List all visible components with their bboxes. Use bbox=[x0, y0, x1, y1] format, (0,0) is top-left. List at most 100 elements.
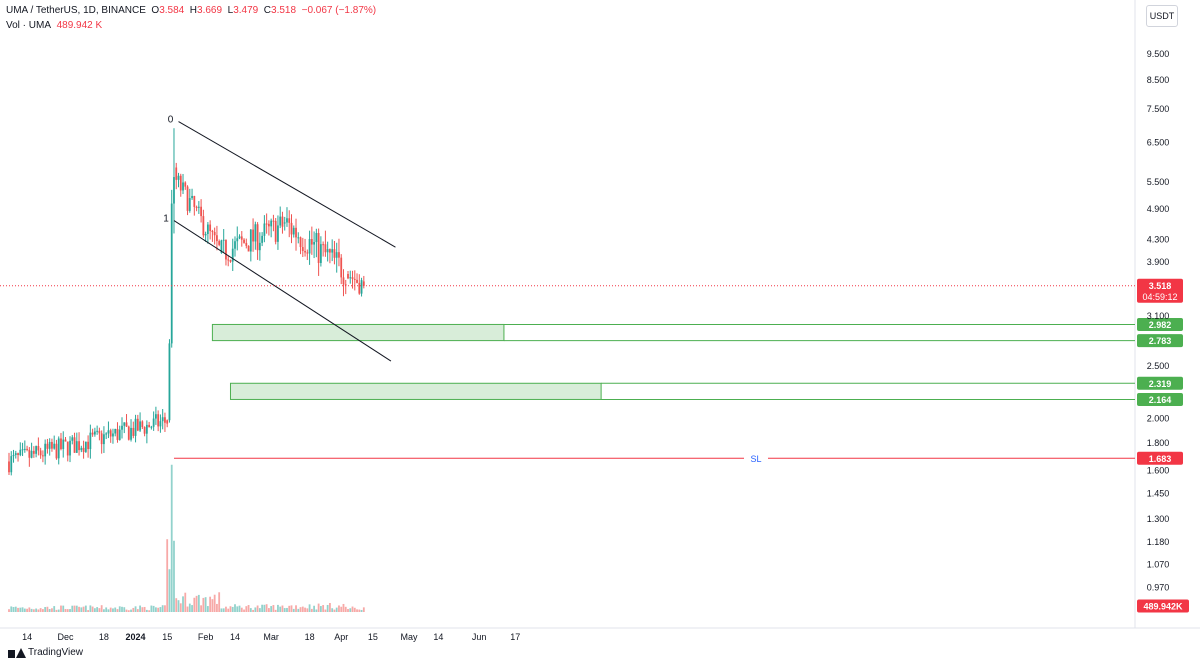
stop-loss-label: SL bbox=[750, 454, 761, 464]
volume-bar bbox=[209, 596, 212, 612]
open-value: 3.584 bbox=[159, 5, 185, 16]
volume-bar bbox=[80, 607, 83, 612]
candle-body bbox=[98, 430, 101, 434]
candle-body bbox=[96, 430, 99, 432]
close-value: 3.518 bbox=[271, 5, 297, 16]
candle-body bbox=[340, 257, 343, 278]
candle-body bbox=[175, 167, 178, 180]
candle-body bbox=[295, 227, 297, 238]
candle-body bbox=[164, 417, 166, 423]
volume-bar bbox=[227, 608, 230, 612]
volume-bar bbox=[107, 609, 110, 612]
volume-bar bbox=[222, 608, 225, 612]
candle-body bbox=[209, 224, 212, 231]
volume-bar bbox=[73, 605, 76, 612]
candle-body bbox=[152, 418, 155, 427]
volume-bar bbox=[211, 599, 214, 612]
volume-bar bbox=[200, 605, 202, 612]
tradingview-wordmark: TradingView bbox=[28, 647, 84, 658]
volume-bar bbox=[82, 606, 85, 612]
volume-bar bbox=[84, 605, 87, 612]
time-axis[interactable]: 14 Dec 18 2024 15 Feb 14 Mar 18 Apr 15 May 14 Jun 17 bbox=[22, 632, 520, 642]
volume-bar bbox=[202, 597, 205, 612]
candle-body bbox=[37, 446, 40, 451]
price-axis[interactable]: 9.500 8.500 7.500 6.500 5.500 4.900 4.300 3.900… bbox=[1147, 49, 1170, 593]
zone-high-price-tag-text: 2.319 bbox=[1149, 379, 1172, 389]
price-tick-label: 0.970 bbox=[1147, 583, 1170, 593]
candle-body bbox=[297, 237, 300, 239]
price-tick-label: 7.500 bbox=[1147, 104, 1170, 114]
volume-bar bbox=[362, 607, 365, 612]
candle-body bbox=[240, 236, 243, 240]
symbol-title[interactable]: UMA / TetherUS, 1D, BINANCE bbox=[6, 5, 146, 16]
volume-bar bbox=[340, 606, 343, 612]
volume-bar bbox=[66, 609, 69, 612]
candle-body bbox=[362, 281, 365, 286]
volume-bar bbox=[295, 605, 297, 612]
volume-bar bbox=[195, 595, 198, 612]
candle-body bbox=[195, 206, 198, 208]
candle-body bbox=[155, 414, 157, 419]
candle-body bbox=[319, 244, 322, 263]
price-tick-label: 5.500 bbox=[1147, 177, 1170, 187]
candle-body bbox=[118, 429, 121, 440]
support-zone bbox=[229, 382, 602, 400]
legend-volume[interactable]: Vol · UMA 489.942 K bbox=[6, 20, 102, 31]
volume-bar bbox=[35, 608, 38, 612]
volume-bar bbox=[286, 607, 288, 612]
volume-bar bbox=[351, 606, 354, 612]
descending-channel[interactable]: 01 bbox=[163, 115, 396, 362]
candle-body bbox=[193, 195, 196, 207]
candle-body bbox=[360, 280, 363, 294]
volume-bar bbox=[261, 604, 264, 612]
volume-bar bbox=[48, 609, 51, 612]
time-tick-label: 18 bbox=[99, 632, 109, 642]
tradingview-logo[interactable]: TradingView bbox=[8, 647, 83, 658]
volume-bar bbox=[238, 605, 241, 612]
volume-bar bbox=[37, 609, 40, 612]
volume-bar bbox=[141, 607, 144, 612]
candle-body bbox=[347, 273, 349, 279]
candle-body bbox=[213, 232, 216, 236]
currency-button[interactable]: USDT bbox=[1146, 5, 1178, 27]
volume-bar bbox=[206, 606, 209, 612]
candle-body bbox=[331, 249, 334, 253]
volume-bar bbox=[308, 604, 311, 612]
volume-bar bbox=[331, 608, 334, 612]
volume-bar bbox=[220, 608, 223, 612]
volume-bar bbox=[46, 606, 49, 612]
candle-body bbox=[234, 241, 236, 249]
candle-body bbox=[218, 241, 221, 245]
volume-bar bbox=[265, 604, 268, 612]
price-tick-label: 8.500 bbox=[1147, 75, 1170, 85]
volume-value-text: 489.942K bbox=[1143, 602, 1183, 612]
candle-body bbox=[227, 259, 230, 261]
candle-body bbox=[249, 229, 252, 252]
candle-body bbox=[75, 441, 78, 453]
open-label: O bbox=[151, 5, 160, 16]
candle-body bbox=[161, 417, 164, 422]
candle-body bbox=[60, 438, 62, 450]
candle-body bbox=[236, 238, 239, 242]
candle-body bbox=[19, 449, 22, 456]
candle-body bbox=[283, 222, 286, 224]
volume-bar bbox=[159, 607, 162, 612]
candle-body bbox=[14, 453, 17, 456]
candle-body bbox=[93, 431, 96, 435]
candle-body bbox=[351, 277, 354, 279]
volume-bar bbox=[150, 605, 153, 612]
volume-bar bbox=[62, 605, 65, 612]
candle-body bbox=[139, 421, 141, 431]
candle-body bbox=[256, 224, 259, 251]
volume-label: Vol · UMA bbox=[6, 20, 52, 31]
volume-bar bbox=[274, 609, 277, 612]
candle-body bbox=[245, 242, 248, 246]
candle-body bbox=[317, 233, 320, 263]
volume-bar bbox=[182, 596, 184, 612]
price-tick-label: 1.450 bbox=[1147, 489, 1170, 499]
candle-body bbox=[268, 223, 270, 227]
price-tick-label: 1.600 bbox=[1147, 466, 1170, 476]
legend-ohlc[interactable]: UMA / TetherUS, 1D, BINANCE O3.584 H3.66… bbox=[6, 5, 376, 16]
volume-bar bbox=[143, 606, 146, 612]
